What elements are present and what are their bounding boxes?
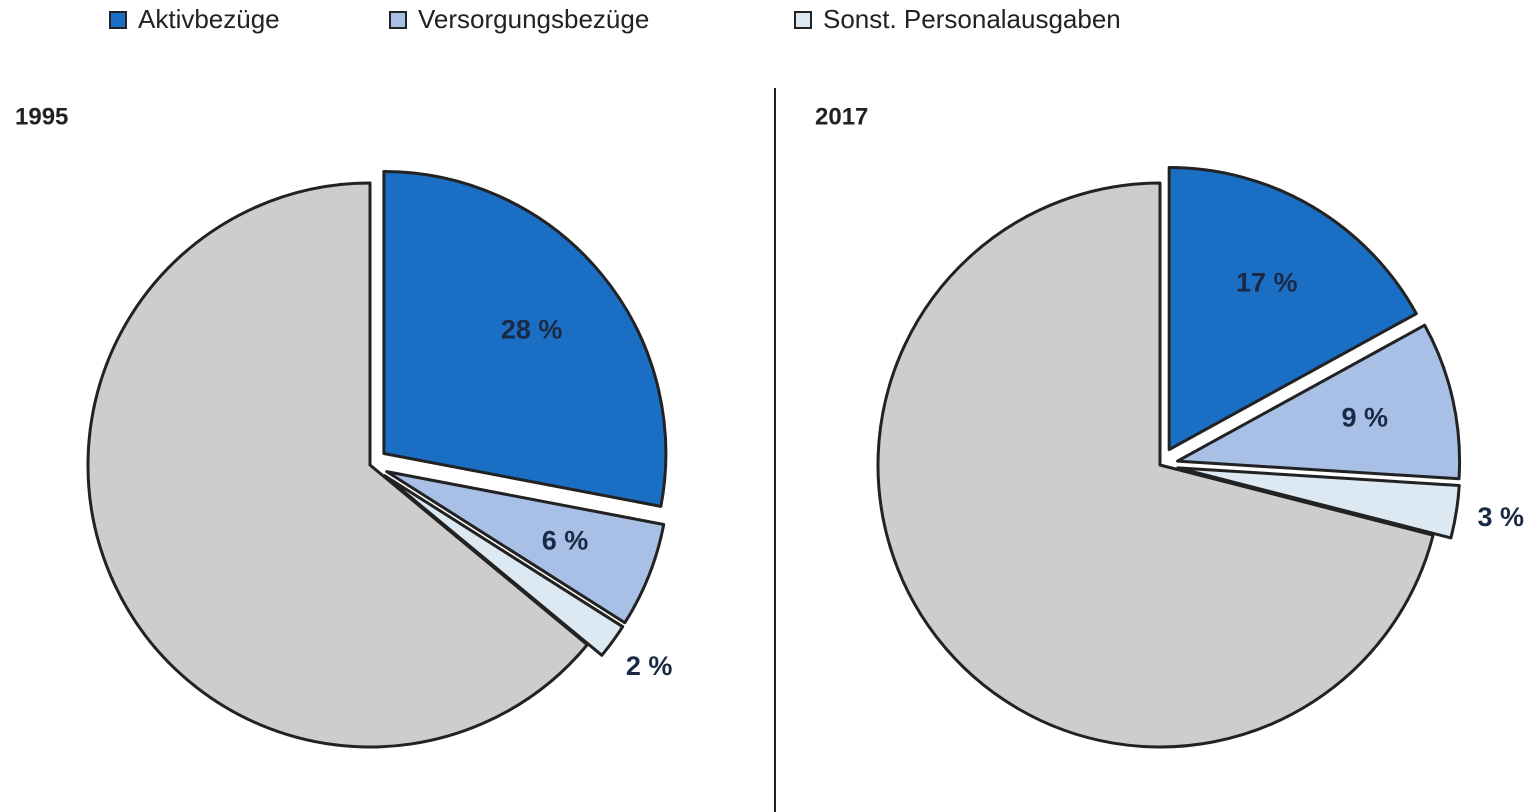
pie-slice [1176, 466, 1461, 540]
legend-text: Aktivbezüge [138, 4, 280, 34]
pie-slice [383, 474, 625, 657]
legend-swatch [109, 11, 127, 29]
slice-label: 2 % [626, 651, 673, 681]
slice-label: 17 % [1236, 268, 1298, 298]
legend-text: Versorgungsbezüge [418, 4, 649, 34]
pie-slice [385, 470, 666, 625]
legend-text: Sonst. Personalausgaben [823, 4, 1121, 34]
pie-slice [1176, 323, 1462, 481]
legend-swatch [389, 11, 407, 29]
pie-slice [876, 181, 1435, 749]
pie-slice [86, 181, 589, 749]
pie-slice [382, 170, 668, 508]
slice-label: 6 % [542, 525, 589, 555]
slice-label: 28 % [501, 314, 563, 344]
pie-title: 1995 [15, 103, 68, 130]
slice-label: 3 % [1477, 502, 1524, 532]
legend-swatch [794, 11, 812, 29]
pie-title: 2017 [815, 103, 868, 130]
slice-label: 9 % [1341, 402, 1388, 432]
pie-slice [1167, 166, 1418, 452]
